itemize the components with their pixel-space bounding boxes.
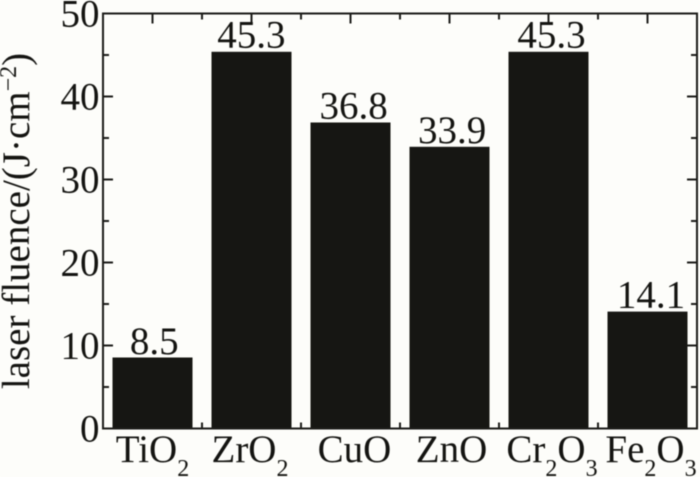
svg-text:CuO: CuO [318, 428, 392, 471]
svg-text:14.1: 14.1 [617, 274, 685, 317]
svg-text:45.3: 45.3 [217, 14, 285, 57]
svg-text:ZnO: ZnO [416, 428, 488, 471]
svg-text:33.9: 33.9 [418, 109, 486, 152]
svg-text:20: 20 [61, 242, 100, 285]
svg-text:50: 50 [61, 0, 100, 36]
svg-text:0: 0 [80, 408, 100, 451]
svg-text:TiO2: TiO2 [116, 428, 189, 477]
svg-text:45.3: 45.3 [517, 14, 585, 57]
svg-text:10: 10 [61, 325, 100, 368]
svg-text:40: 40 [61, 76, 100, 119]
svg-text:30: 30 [61, 159, 100, 202]
svg-text:ZrO2: ZrO2 [212, 428, 289, 477]
svg-text:laser fluence/(J·cm−2): laser fluence/(J·cm−2) [0, 53, 38, 389]
svg-text:36.8: 36.8 [319, 85, 387, 128]
svg-text:8.5: 8.5 [130, 320, 179, 363]
